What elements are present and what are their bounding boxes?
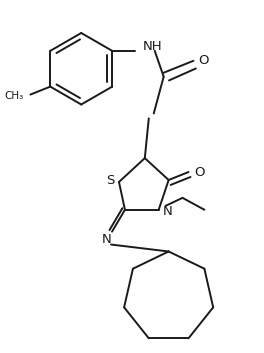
Text: N: N: [102, 233, 112, 246]
Text: O: O: [194, 166, 205, 179]
Text: NH: NH: [143, 40, 162, 53]
Text: S: S: [106, 174, 114, 187]
Text: O: O: [198, 54, 209, 67]
Text: N: N: [163, 205, 173, 218]
Text: CH₃: CH₃: [4, 91, 23, 101]
